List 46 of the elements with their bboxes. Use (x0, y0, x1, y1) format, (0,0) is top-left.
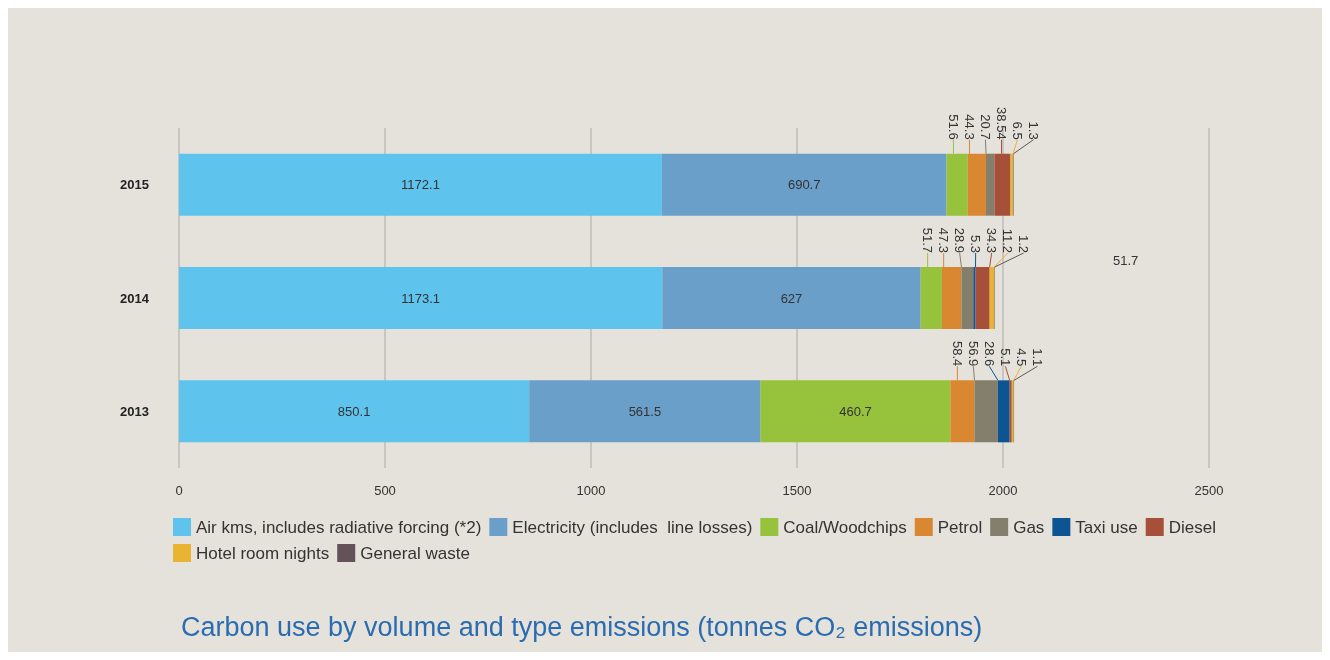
data-label: 20.7 (977, 114, 993, 140)
data-label: 51.6 (945, 114, 961, 140)
data-label: 51.7 (920, 227, 936, 253)
text: Carbon use by volume and type emissions (tonnes CO₂ emissions) (181, 611, 983, 642)
x-tick-label: 1500 (782, 483, 812, 498)
data-label: 690.7 (787, 177, 821, 193)
data-label: 1172.1 (401, 177, 440, 193)
data-label: 44.3 (961, 114, 977, 140)
legend-label: Hotel room nights (196, 543, 330, 563)
data-label: 1.2 (1016, 234, 1032, 253)
data-label: 6.5 (1009, 121, 1025, 140)
y-tick-label: 2013 (120, 403, 149, 419)
data-label: 28.9 (952, 227, 968, 253)
data-label: 5.3 (968, 234, 984, 253)
data-label: 627 (780, 290, 803, 306)
legend-label: Gas (1013, 517, 1045, 537)
legend-label: Electricity (includes line losses) (512, 517, 753, 537)
data-label: 561.5 (628, 403, 662, 419)
data-label: 850.1 (337, 403, 371, 419)
legend-label: Air kms, includes radiative forcing (*2) (196, 517, 482, 537)
data-label: 5.1 (997, 348, 1013, 367)
data-label: 1173.1 (401, 290, 441, 306)
data-label: 34.3 (984, 227, 1000, 253)
data-label: 4.5 (1013, 348, 1029, 367)
data-label: 56.9 (965, 341, 981, 367)
legend-label: Coal/Woodchips (783, 517, 907, 537)
y-tick-label: 2014 (120, 290, 150, 306)
x-tick-label: 1000 (576, 483, 606, 498)
legend-label: Petrol (937, 517, 983, 537)
legend-label: Taxi use (1075, 517, 1138, 537)
x-tick-label: 2500 (1194, 483, 1224, 498)
data-label: 58.4 (949, 341, 965, 367)
annotation: 51.7 (1113, 253, 1139, 268)
data-label: 1.1 (1029, 348, 1045, 367)
legend-label: General waste (360, 543, 470, 563)
x-tick-label: 0 (175, 483, 183, 498)
data-label: 11.2 (1000, 228, 1016, 253)
data-label: 28.6 (981, 341, 997, 367)
data-label: 1.3 (1025, 121, 1041, 140)
legend-label: Diesel (1168, 517, 1216, 537)
y-tick-label: 2015 (120, 177, 149, 193)
data-label: 38.54 (993, 107, 1009, 140)
data-label: 47.3 (936, 227, 952, 253)
x-tick-label: 500 (374, 483, 396, 498)
data-label: 460.7 (839, 403, 872, 419)
x-tick-label: 2000 (988, 483, 1018, 498)
